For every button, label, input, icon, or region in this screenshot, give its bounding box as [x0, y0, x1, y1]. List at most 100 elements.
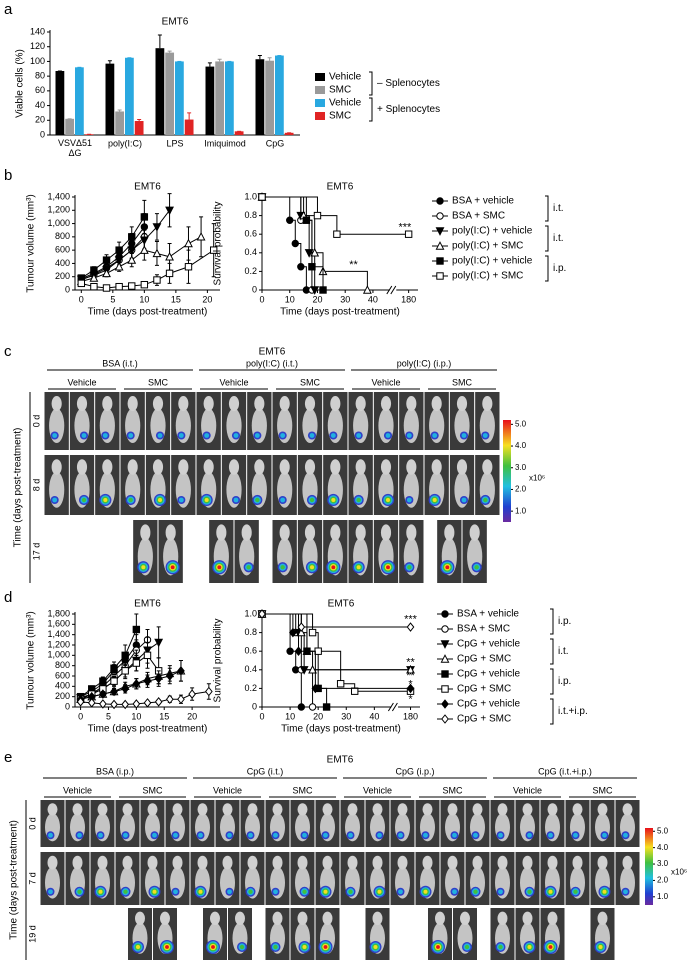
marker: [90, 266, 98, 274]
mouse-head: [272, 803, 283, 816]
marker: [258, 609, 266, 619]
mouse-head: [572, 803, 583, 816]
marker: [127, 255, 137, 264]
subgroup-label: SMC: [443, 785, 464, 795]
legend-marker: [436, 197, 444, 205]
mouse-head: [197, 855, 208, 870]
marker: [308, 628, 317, 637]
signal: [356, 565, 361, 570]
marker: [89, 273, 99, 282]
marker: [87, 698, 96, 708]
series-line: [81, 249, 214, 289]
y-tick-label: 1,000: [47, 218, 70, 228]
signal: [527, 945, 532, 949]
annotation: *: [408, 679, 413, 691]
y-tick-label: 800: [55, 660, 70, 670]
mouse-head: [304, 459, 316, 475]
signal: [385, 433, 391, 438]
marker: [336, 680, 345, 688]
marker: [310, 247, 320, 257]
signal: [152, 889, 157, 894]
signal: [211, 945, 215, 949]
chart-title: EMT6: [327, 182, 354, 193]
mouse-head: [279, 459, 290, 475]
mouse-head: [72, 855, 83, 870]
signal: [128, 433, 134, 438]
subgroup-label: Vehicle: [213, 785, 242, 795]
marker: [114, 261, 124, 271]
row-label: 0 d: [31, 415, 41, 428]
y-axis-label: Time (days post-treatment): [9, 820, 20, 940]
mouse-head: [51, 459, 62, 475]
signal: [128, 497, 133, 503]
x-axis-label: Time (days post-treatment): [88, 724, 208, 735]
panel-label: d: [4, 589, 12, 606]
annotation: **: [406, 656, 415, 668]
mouse-head: [235, 911, 245, 926]
legend-marker: [436, 212, 444, 220]
bar: [55, 70, 65, 135]
marker: [143, 651, 152, 660]
marker: [286, 216, 294, 224]
y-tick-label: 0.2: [244, 683, 257, 693]
y-tick-label: 600: [55, 670, 70, 680]
x-tick-label: 20: [312, 294, 322, 304]
mouse-head: [147, 855, 158, 870]
signal: [217, 565, 222, 570]
signal: [498, 944, 503, 950]
colorbar: [645, 828, 653, 905]
mouse-head: [76, 396, 88, 412]
marker: [140, 213, 149, 221]
mouse-head: [47, 803, 58, 816]
row-label: 17 d: [31, 543, 41, 561]
y-tick-label: 0.8: [244, 627, 257, 637]
mouse-head: [522, 855, 533, 870]
mouse-head: [160, 911, 170, 926]
subgroup-label: Vehicle: [363, 785, 392, 795]
mouse-head: [304, 396, 316, 412]
marker: [115, 282, 123, 291]
signal: [178, 497, 184, 503]
marker: [110, 699, 118, 710]
legend-label: BSA + SMC: [452, 211, 505, 222]
marker: [139, 245, 149, 254]
x-tick-label: 0: [259, 711, 264, 721]
mouse-head: [347, 803, 358, 816]
panel-label: e: [4, 749, 12, 766]
signal: [198, 889, 203, 894]
legend-group-label: i.p.: [558, 616, 571, 627]
signal: [323, 889, 328, 894]
marker: [362, 285, 372, 294]
mouse-head: [380, 524, 392, 541]
error-bar: [207, 62, 212, 67]
marker: [102, 284, 111, 292]
signal: [623, 889, 628, 895]
y-tick-label: 0.4: [244, 247, 257, 257]
signal: [77, 832, 82, 838]
bar: [65, 118, 75, 135]
mouse-head: [203, 396, 214, 412]
signal: [123, 832, 128, 838]
signal: [239, 944, 245, 950]
legend-label: CpG + SMC: [457, 684, 511, 695]
signal: [246, 565, 251, 570]
y-tick-label: 200: [55, 691, 70, 701]
legend-marker: [435, 227, 445, 236]
signal: [398, 832, 403, 838]
mouse-head: [47, 855, 58, 870]
x-tick-label: LPS: [166, 138, 183, 148]
y-tick-label: 60: [35, 85, 45, 95]
bar: [125, 57, 134, 135]
signal: [330, 433, 336, 438]
marker: [154, 673, 163, 684]
signal: [331, 565, 336, 570]
signal: [548, 832, 553, 838]
y-tick-label: 1,800: [47, 608, 70, 618]
mouse-head: [97, 803, 108, 816]
y-tick-label: 0: [252, 284, 257, 294]
mouse-head: [355, 524, 366, 541]
legend-bracket: [545, 195, 549, 222]
signal: [309, 433, 315, 438]
subgroup-label: SMC: [143, 785, 164, 795]
